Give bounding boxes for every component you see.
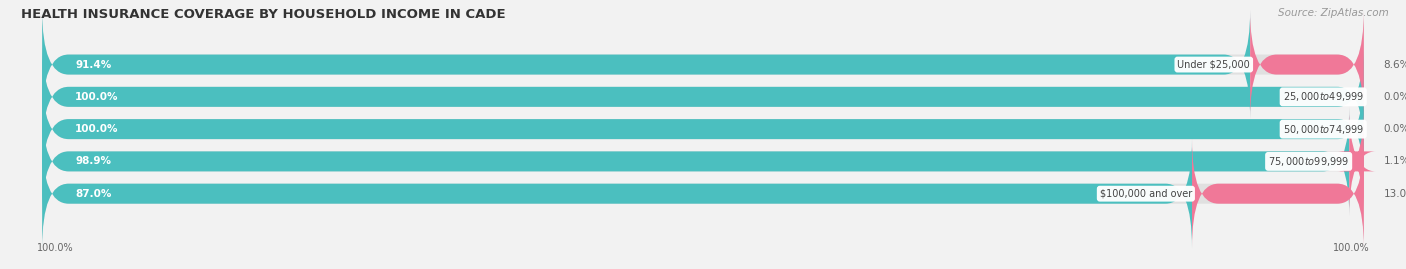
Text: $50,000 to $74,999: $50,000 to $74,999: [1282, 123, 1364, 136]
FancyBboxPatch shape: [42, 75, 1364, 184]
Text: 0.0%: 0.0%: [1384, 124, 1406, 134]
FancyBboxPatch shape: [1192, 139, 1364, 248]
Text: Source: ZipAtlas.com: Source: ZipAtlas.com: [1278, 8, 1389, 18]
Text: 8.6%: 8.6%: [1384, 59, 1406, 70]
FancyBboxPatch shape: [1337, 107, 1375, 216]
Text: 13.0%: 13.0%: [1384, 189, 1406, 199]
Text: $75,000 to $99,999: $75,000 to $99,999: [1268, 155, 1350, 168]
Text: Under $25,000: Under $25,000: [1177, 59, 1250, 70]
Text: $100,000 and over: $100,000 and over: [1099, 189, 1192, 199]
Text: 0.0%: 0.0%: [1384, 92, 1406, 102]
Text: 87.0%: 87.0%: [76, 189, 111, 199]
FancyBboxPatch shape: [42, 107, 1364, 216]
Text: 100.0%: 100.0%: [37, 243, 73, 253]
FancyBboxPatch shape: [42, 42, 1364, 151]
Text: 1.1%: 1.1%: [1384, 156, 1406, 167]
Text: 100.0%: 100.0%: [1333, 243, 1369, 253]
Text: 100.0%: 100.0%: [76, 92, 118, 102]
Text: HEALTH INSURANCE COVERAGE BY HOUSEHOLD INCOME IN CADE: HEALTH INSURANCE COVERAGE BY HOUSEHOLD I…: [21, 8, 506, 21]
FancyBboxPatch shape: [1250, 10, 1364, 119]
FancyBboxPatch shape: [42, 107, 1350, 216]
Text: 91.4%: 91.4%: [76, 59, 111, 70]
Text: 98.9%: 98.9%: [76, 156, 111, 167]
Text: 100.0%: 100.0%: [76, 124, 118, 134]
FancyBboxPatch shape: [42, 10, 1250, 119]
FancyBboxPatch shape: [42, 42, 1364, 151]
FancyBboxPatch shape: [42, 10, 1364, 119]
Text: $25,000 to $49,999: $25,000 to $49,999: [1282, 90, 1364, 103]
FancyBboxPatch shape: [42, 139, 1364, 248]
FancyBboxPatch shape: [42, 75, 1364, 184]
FancyBboxPatch shape: [42, 139, 1192, 248]
